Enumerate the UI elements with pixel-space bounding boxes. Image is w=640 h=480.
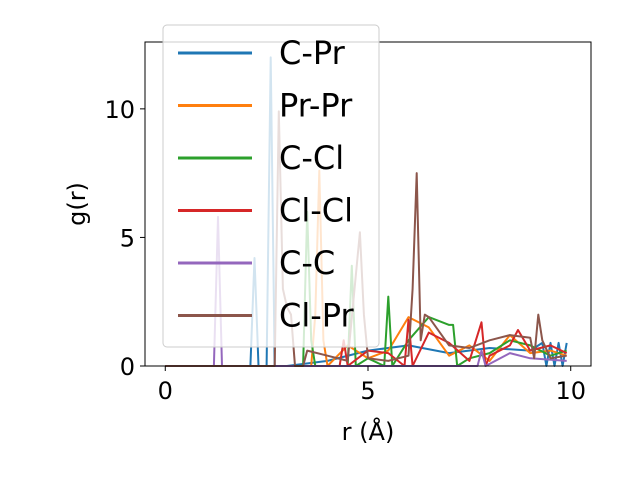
legend: C-Pr Pr-Pr C-Cl Cl-Cl C-C Cl-Pr bbox=[162, 24, 380, 348]
y-axis-label: g(r) bbox=[63, 182, 91, 226]
legend-label: Cl-Cl bbox=[279, 192, 353, 230]
y-tick-label: 5 bbox=[120, 224, 135, 252]
x-axis-label: r (Å) bbox=[342, 417, 395, 446]
x-tick-label: 5 bbox=[360, 377, 375, 405]
y-tick-label: 10 bbox=[104, 96, 135, 124]
legend-label: C-Pr bbox=[279, 34, 346, 72]
legend-label: C-Cl bbox=[279, 139, 344, 177]
legend-label: Pr-Pr bbox=[279, 87, 353, 125]
y-tick-label: 0 bbox=[120, 353, 135, 381]
legend-label: Cl-Pr bbox=[279, 297, 355, 335]
legend-label: C-C bbox=[279, 244, 335, 282]
x-tick-label: 0 bbox=[158, 377, 173, 405]
x-tick-label: 10 bbox=[555, 377, 586, 405]
series-line-cl-cl bbox=[165, 318, 568, 367]
series-line-c-cl bbox=[165, 210, 568, 367]
axis-ticks: 0 5 10 0 5 10 bbox=[104, 96, 586, 405]
